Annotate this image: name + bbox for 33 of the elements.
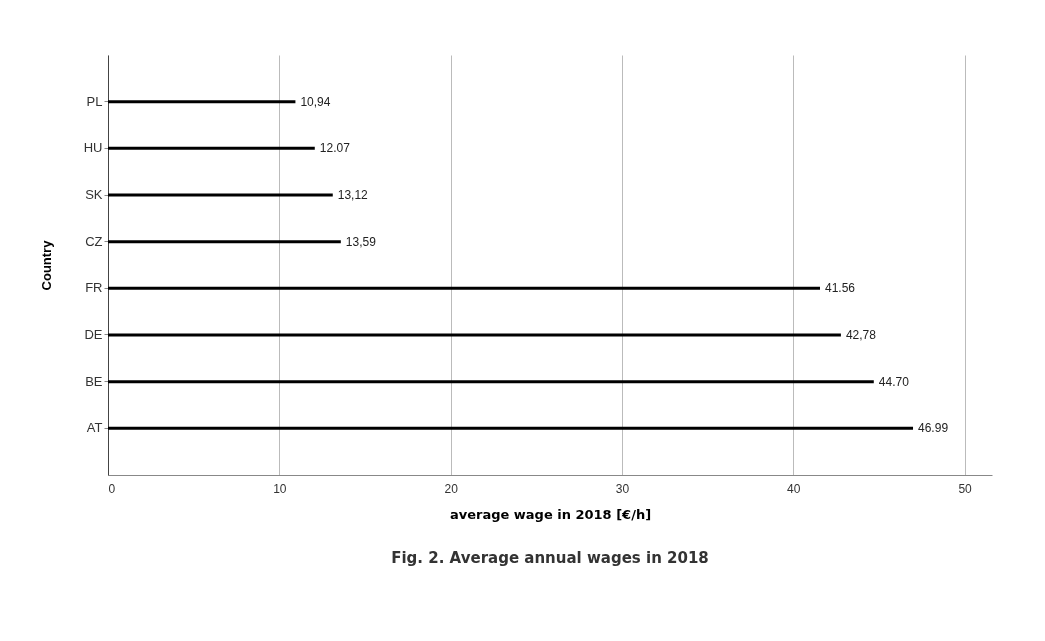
x-axis-title: average wage in 2018 [€/h]: [449, 506, 652, 522]
y-tick-label: HU: [83, 140, 103, 156]
bar: [108, 146, 315, 150]
y-tick-label: PL: [86, 93, 103, 109]
x-tick-label: 20: [444, 481, 459, 496]
data-label: 46.99: [918, 421, 949, 436]
y-tick-label: DE: [84, 327, 103, 342]
bar: [108, 380, 874, 384]
y-tick-label: SK: [85, 187, 103, 202]
bar: [108, 100, 296, 104]
x-tick-label: 0: [108, 481, 116, 496]
y-tick-label: FR: [85, 280, 103, 296]
bar: [108, 426, 914, 430]
y-tick-label: CZ: [85, 233, 103, 249]
bar: [108, 240, 341, 244]
data-label: 10,94: [300, 94, 331, 109]
x-tick-label: 30: [615, 481, 630, 496]
data-label: 44.70: [878, 374, 910, 389]
text: Fig. 2. Average annual wages in 2018: [391, 549, 709, 567]
y-axis-title: Country: [38, 239, 54, 291]
y-tick-label: BE: [85, 373, 103, 389]
data-label: 12.07: [319, 141, 351, 156]
x-tick-label: 50: [958, 481, 973, 496]
bar: [108, 333, 841, 337]
bar: [108, 193, 333, 197]
data-label: 41.56: [825, 281, 856, 296]
x-tick-label: 10: [273, 481, 287, 496]
data-label: 42,78: [845, 328, 877, 342]
x-tick-label: 40: [787, 481, 801, 496]
data-label: 13,59: [345, 234, 377, 249]
bar: [108, 286, 820, 290]
data-label: 13,12: [337, 188, 369, 202]
y-tick-label: AT: [86, 420, 103, 436]
